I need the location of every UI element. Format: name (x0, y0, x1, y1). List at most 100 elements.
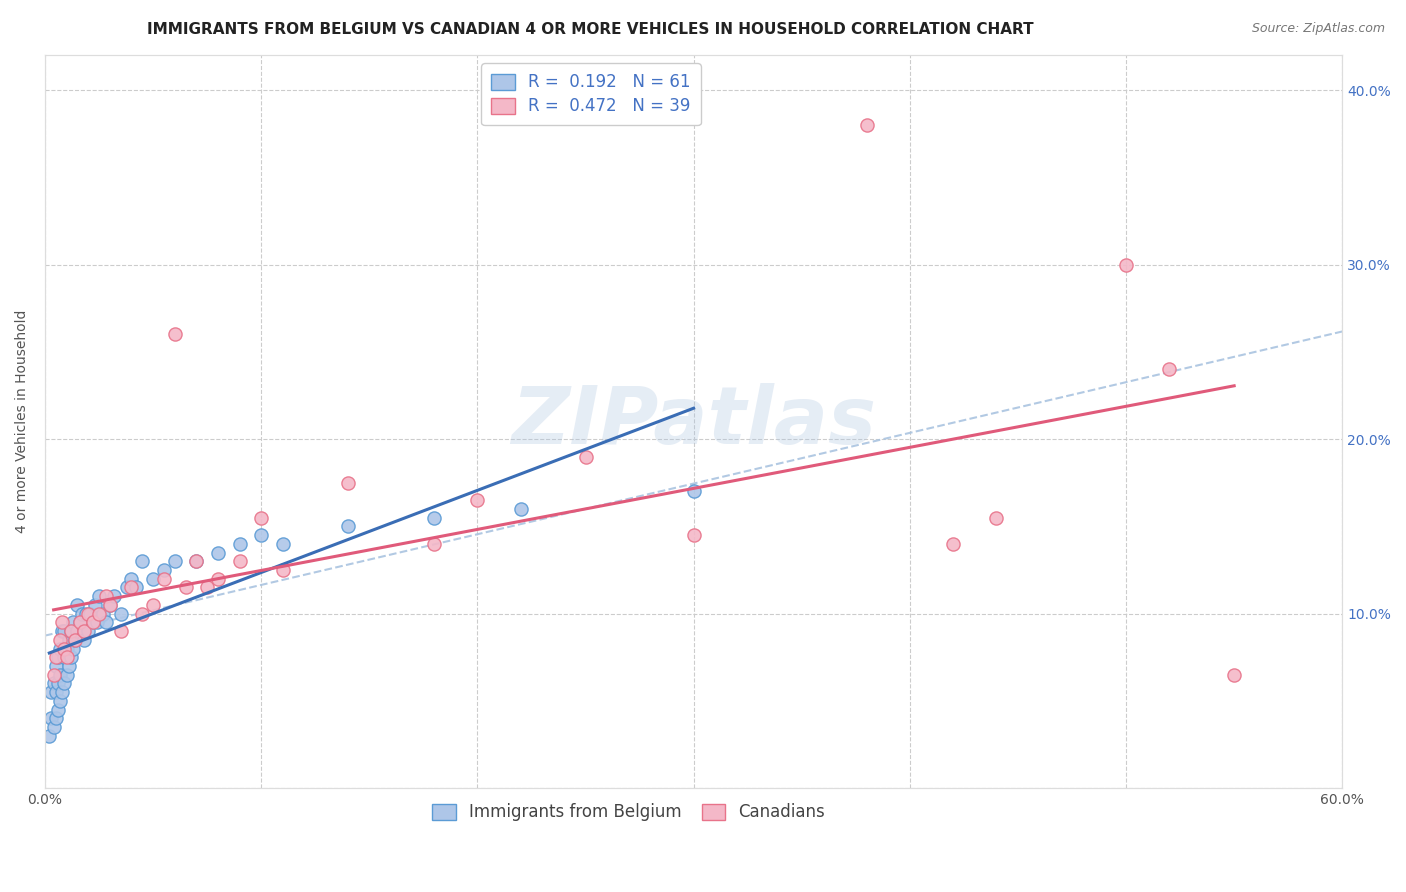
Point (46, 676, 69, 690)
Point (682, 528, 704, 542)
Text: Source: ZipAtlas.com: Source: ZipAtlas.com (1251, 22, 1385, 36)
Point (46, 650, 69, 665)
Text: IMMIGRANTS FROM BELGIUM VS CANADIAN 4 OR MORE VEHICLES IN HOUSEHOLD CORRELATION : IMMIGRANTS FROM BELGIUM VS CANADIAN 4 OR… (148, 22, 1033, 37)
Point (115, 581, 138, 595)
Point (59, 624, 82, 639)
Point (93, 607, 115, 621)
Point (62, 641, 84, 656)
Point (120, 581, 142, 595)
Point (228, 537, 250, 551)
Text: ZIPatlas: ZIPatlas (512, 383, 876, 460)
Point (174, 581, 197, 595)
Point (69, 615, 91, 630)
Point (131, 607, 153, 621)
Point (87, 607, 110, 621)
Point (66, 598, 89, 612)
Point (423, 510, 446, 524)
Point (45, 650, 67, 665)
Point (142, 598, 165, 612)
Point (53, 650, 76, 665)
Point (53, 676, 76, 690)
Point (228, 554, 250, 568)
Point (77, 607, 100, 621)
Point (41, 711, 63, 725)
Point (79, 607, 101, 621)
Point (855, 118, 877, 132)
Point (53, 641, 76, 656)
Point (1223, 667, 1246, 681)
Point (509, 502, 531, 516)
Point (38, 729, 60, 743)
Point (94, 615, 117, 630)
Point (336, 475, 359, 490)
Point (87, 589, 110, 603)
Point (62, 615, 84, 630)
Point (131, 554, 153, 568)
Point (73, 632, 96, 647)
Point (65, 632, 87, 647)
Point (125, 581, 148, 595)
Point (45, 685, 67, 699)
Point (103, 589, 125, 603)
Legend: Immigrants from Belgium, Canadians: Immigrants from Belgium, Canadians (422, 793, 835, 831)
Point (42, 720, 65, 734)
Point (49, 632, 72, 647)
Point (41, 685, 63, 699)
Point (65, 632, 87, 647)
Point (120, 572, 142, 586)
Point (271, 537, 294, 551)
Point (83, 598, 105, 612)
Point (98, 598, 121, 612)
Point (942, 537, 965, 551)
Point (45, 711, 67, 725)
Point (75, 607, 97, 621)
Point (77, 624, 100, 639)
Point (58, 632, 80, 647)
Point (42, 667, 65, 681)
Point (51, 615, 73, 630)
Point (70, 607, 93, 621)
Point (82, 615, 104, 630)
Point (467, 493, 489, 508)
Point (986, 510, 1008, 524)
Point (55, 667, 77, 681)
Point (55, 641, 77, 656)
Point (336, 519, 359, 533)
Point (55, 650, 77, 665)
Point (98, 598, 121, 612)
Point (142, 572, 165, 586)
Point (58, 659, 80, 673)
Point (195, 581, 218, 595)
Point (82, 615, 104, 630)
Point (45, 659, 67, 673)
Point (153, 563, 176, 577)
Point (49, 694, 72, 708)
Point (207, 572, 229, 586)
Point (110, 624, 132, 639)
Point (51, 624, 73, 639)
Point (49, 641, 72, 656)
Point (186, 554, 208, 568)
Point (94, 589, 117, 603)
Point (574, 450, 596, 464)
Point (110, 607, 132, 621)
Point (682, 484, 704, 499)
Point (66, 624, 89, 639)
Point (49, 667, 72, 681)
Point (1159, 362, 1181, 376)
Point (250, 510, 273, 524)
Point (163, 327, 186, 342)
Point (59, 624, 82, 639)
Point (186, 554, 208, 568)
Point (423, 537, 446, 551)
Point (271, 563, 294, 577)
Point (250, 528, 273, 542)
Point (73, 624, 96, 639)
Point (153, 572, 176, 586)
Point (207, 545, 229, 559)
Point (42, 676, 65, 690)
Point (163, 554, 186, 568)
Point (86, 615, 108, 630)
Point (51, 685, 73, 699)
Point (53, 624, 76, 639)
